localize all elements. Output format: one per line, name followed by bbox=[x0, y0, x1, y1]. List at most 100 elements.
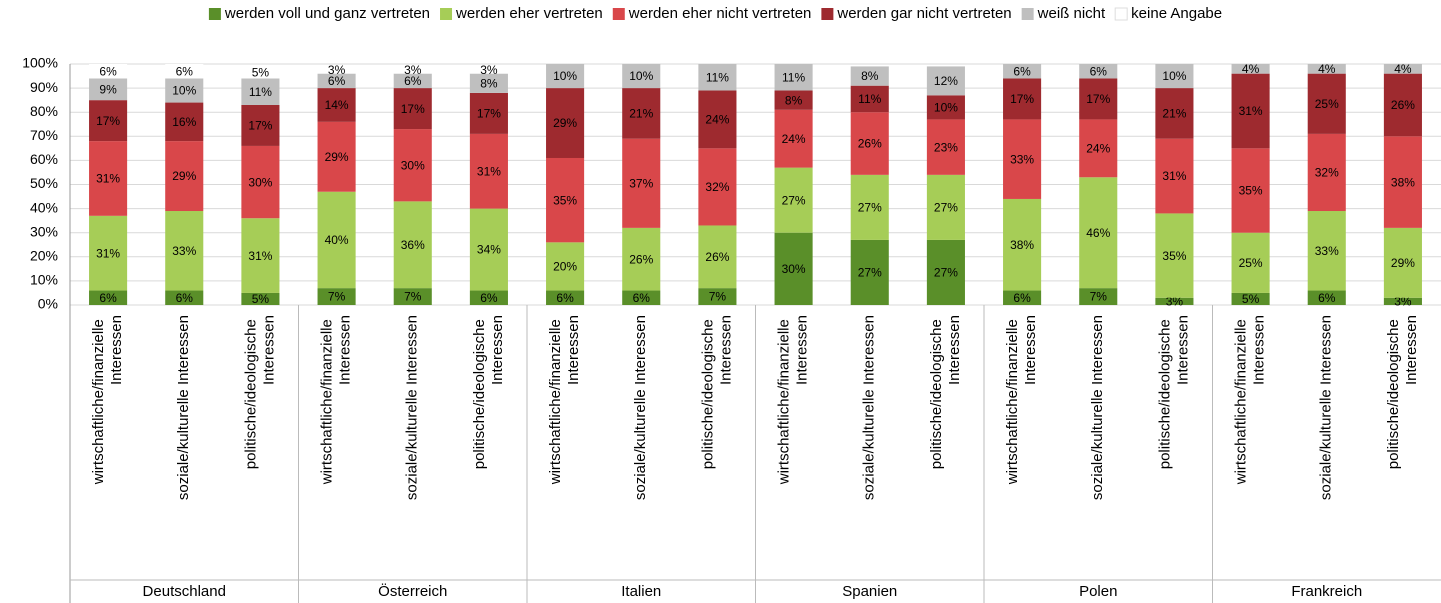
x-tick-group: wirtschaftliche/finanzielle Interessen bbox=[1233, 315, 1268, 485]
value-label: 34% bbox=[477, 243, 501, 257]
value-label: 6% bbox=[633, 291, 651, 305]
bar-segment bbox=[622, 88, 661, 139]
value-label: 11% bbox=[858, 92, 881, 106]
bar-segment bbox=[1383, 73, 1422, 137]
x-tick-group: soziale/kulturelle Interessen bbox=[404, 315, 421, 500]
y-tick-label: 10% bbox=[30, 272, 58, 288]
bar-segment bbox=[469, 92, 508, 134]
x-tick-label: politische/ideologische Interessen bbox=[471, 315, 506, 469]
legend-swatch bbox=[440, 8, 453, 20]
bar-segment bbox=[1003, 198, 1042, 291]
y-tick-label: 80% bbox=[30, 103, 58, 119]
bar-segment bbox=[241, 66, 280, 79]
x-tick-group: soziale/kulturelle Interessen bbox=[632, 315, 649, 500]
x-tick-group: soziale/kulturelle Interessen bbox=[1089, 315, 1106, 500]
y-tick-label: 100% bbox=[22, 55, 58, 71]
bar-segment bbox=[698, 288, 737, 305]
value-label: 3% bbox=[404, 63, 422, 77]
legend-swatch bbox=[208, 8, 221, 20]
bar-segment bbox=[546, 242, 585, 291]
bar-segment bbox=[698, 225, 737, 289]
bar-segment bbox=[1383, 227, 1422, 298]
bar-segment bbox=[850, 174, 889, 240]
bar-segment bbox=[1383, 297, 1422, 305]
value-label: 30% bbox=[401, 158, 425, 172]
bar-segment bbox=[317, 191, 356, 289]
value-label: 7% bbox=[709, 290, 727, 304]
group-label: Deutschland bbox=[143, 583, 226, 600]
bar-segment bbox=[622, 290, 661, 305]
value-label: 21% bbox=[629, 107, 653, 121]
x-tick-label: soziale/kulturelle Interessen bbox=[1089, 315, 1106, 500]
value-label: 20% bbox=[553, 260, 577, 274]
bar-segment bbox=[241, 292, 280, 305]
x-tick-group: soziale/kulturelle Interessen bbox=[1318, 315, 1335, 500]
value-label: 6% bbox=[1013, 64, 1031, 78]
bar-segment bbox=[317, 88, 356, 122]
x-tick-label: wirtschaftliche/finanzielle Interessen bbox=[90, 315, 125, 485]
bar-segment bbox=[1079, 177, 1118, 289]
legend-label: werden voll und ganz vertreten bbox=[224, 5, 430, 22]
value-label: 4% bbox=[1242, 62, 1260, 76]
value-label: 5% bbox=[252, 292, 270, 306]
value-label: 16% bbox=[172, 115, 196, 129]
value-label: 5% bbox=[1242, 292, 1260, 306]
x-tick-group: wirtschaftliche/finanzielle Interessen bbox=[1004, 315, 1039, 485]
value-label: 17% bbox=[1086, 92, 1110, 106]
value-label: 6% bbox=[480, 291, 498, 305]
x-tick-label: politische/ideologische Interessen bbox=[699, 315, 734, 469]
bar-segment bbox=[469, 208, 508, 291]
legend-label: keine Angabe bbox=[1131, 5, 1222, 22]
bar-segment bbox=[1003, 119, 1042, 199]
value-label: 3% bbox=[1394, 295, 1412, 309]
value-label: 3% bbox=[480, 63, 498, 77]
legend-swatch bbox=[612, 8, 625, 20]
bar-segment bbox=[1231, 148, 1270, 233]
bar-segment bbox=[241, 104, 280, 146]
value-label: 26% bbox=[629, 252, 653, 266]
legend-item: weiß nicht bbox=[1021, 5, 1106, 22]
value-label: 24% bbox=[1086, 142, 1110, 156]
value-label: 31% bbox=[1239, 104, 1263, 118]
y-tick-label: 0% bbox=[38, 296, 58, 312]
bar-segment bbox=[926, 119, 965, 175]
bar-segment bbox=[317, 288, 356, 305]
bar-segment bbox=[393, 201, 432, 289]
value-label: 35% bbox=[553, 193, 577, 207]
value-label: 30% bbox=[782, 262, 806, 276]
bar-segment bbox=[546, 88, 585, 158]
value-label: 12% bbox=[934, 74, 958, 88]
bar-segment bbox=[926, 66, 965, 96]
bar-segment bbox=[165, 64, 204, 79]
bar-segment bbox=[1231, 64, 1270, 74]
bar-segment bbox=[1383, 136, 1422, 228]
bar-segment bbox=[1231, 292, 1270, 305]
x-tick-group: wirtschaftliche/finanzielle Interessen bbox=[319, 315, 354, 485]
value-label: 8% bbox=[861, 69, 879, 83]
value-label: 24% bbox=[705, 113, 729, 127]
value-label: 11% bbox=[249, 85, 272, 99]
value-label: 27% bbox=[782, 193, 806, 207]
bar-segment bbox=[698, 90, 737, 149]
x-tick-label: wirtschaftliche/finanzielle Interessen bbox=[1233, 315, 1268, 485]
bar-segment bbox=[1307, 64, 1346, 74]
bar-segment bbox=[393, 88, 432, 130]
bar-segment bbox=[1231, 232, 1270, 293]
x-tick-group: politische/ideologische Interessen bbox=[1156, 315, 1191, 469]
x-tick-label: soziale/kulturelle Interessen bbox=[632, 315, 649, 500]
bar-segment bbox=[241, 78, 280, 105]
value-label: 33% bbox=[1010, 152, 1034, 166]
bar-segment bbox=[774, 109, 813, 168]
value-label: 6% bbox=[176, 291, 194, 305]
x-tick-group: wirtschaftliche/finanzielle Interessen bbox=[547, 315, 582, 485]
bar-segment bbox=[469, 73, 508, 93]
value-label: 10% bbox=[553, 69, 577, 83]
value-label: 17% bbox=[248, 119, 272, 133]
value-label: 33% bbox=[1315, 244, 1339, 258]
bar-segment bbox=[241, 218, 280, 293]
value-label: 6% bbox=[1013, 291, 1031, 305]
value-label: 36% bbox=[401, 238, 425, 252]
value-label: 46% bbox=[1086, 226, 1110, 240]
x-tick-group: politische/ideologische Interessen bbox=[1385, 315, 1420, 469]
